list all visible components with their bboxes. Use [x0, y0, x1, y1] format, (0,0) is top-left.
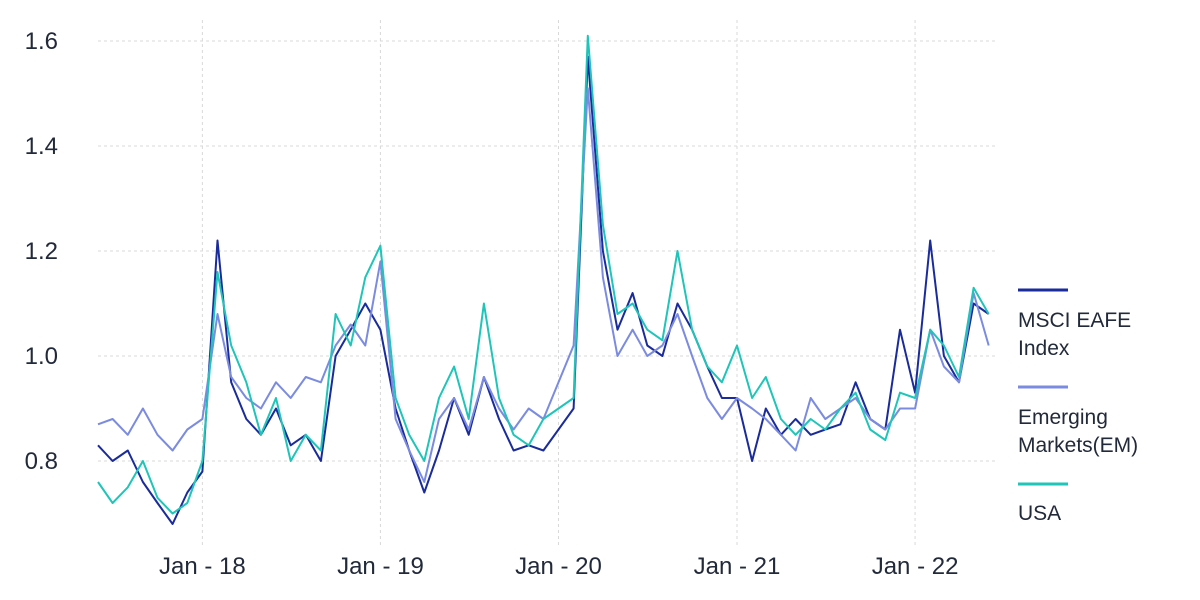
x-tick-label: Jan - 18	[159, 553, 246, 580]
grid	[98, 20, 998, 545]
x-tick-label: Jan - 22	[872, 553, 959, 580]
y-tick-label: 1.4	[25, 133, 58, 160]
y-tick-label: 1.0	[25, 343, 58, 370]
y-axis: 0.8 1.0 1.2 1.4 1.6	[25, 28, 58, 475]
y-tick-label: 0.8	[25, 448, 58, 475]
x-tick-label: Jan - 19	[337, 553, 424, 580]
y-tick-label: 1.2	[25, 238, 58, 265]
x-tick-label: Jan - 21	[694, 553, 781, 580]
x-tick-label: Jan - 20	[515, 553, 602, 580]
legend-label-1: MSCI EAFE Index	[1018, 309, 1131, 360]
legend-label-2: Emerging Markets(EM)	[1018, 406, 1138, 457]
series-line-2	[97, 87, 990, 483]
series-line-3	[97, 34, 990, 515]
plot-area	[97, 34, 990, 525]
series-line-1	[97, 55, 990, 525]
y-tick-label: 1.6	[25, 28, 58, 55]
x-axis: Jan - 18 Jan - 19 Jan - 20 Jan - 21 Jan - 22	[159, 553, 958, 580]
legend-label-3: USA	[1018, 502, 1061, 525]
legend: MSCI EAFE Index Emerging Markets(EM) USA	[1018, 288, 1138, 525]
